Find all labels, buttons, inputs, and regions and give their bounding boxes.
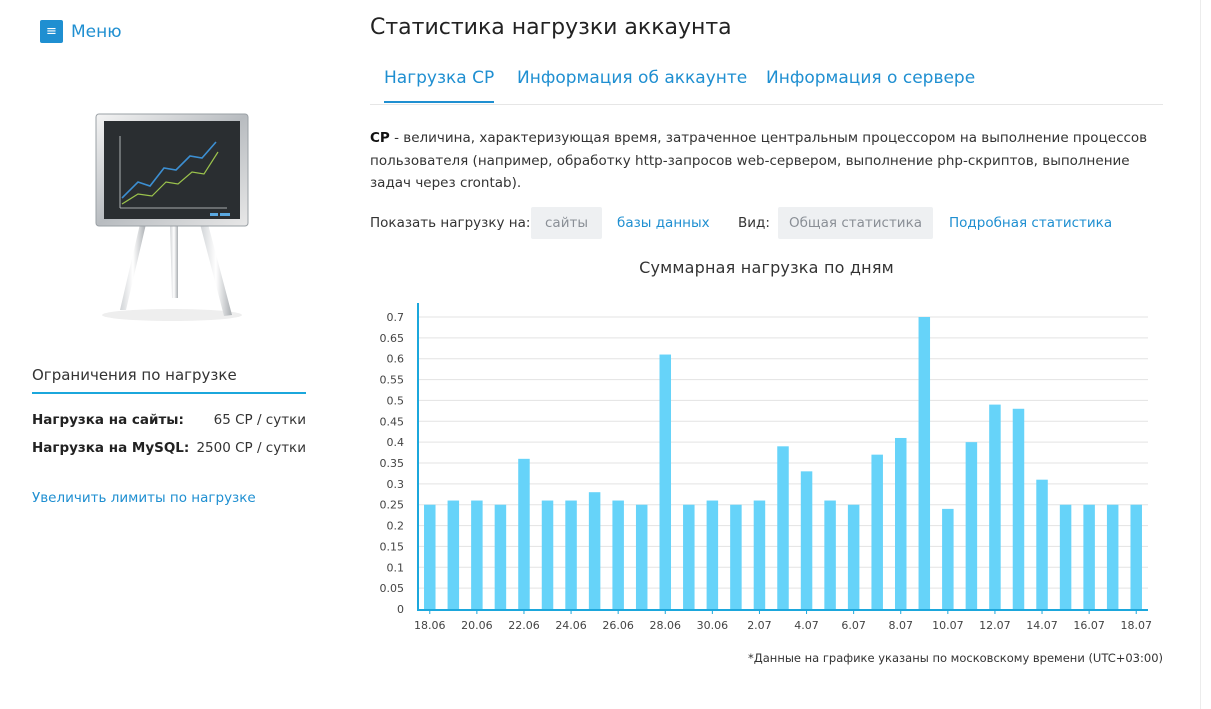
bar	[1012, 408, 1025, 609]
x-tick-label: 14.07	[1026, 619, 1058, 632]
view-general-button[interactable]: Общая статистика	[778, 207, 933, 239]
x-tick-label: 30.06	[697, 619, 729, 632]
view-label: Вид:	[738, 215, 770, 231]
y-tick-label: 0.05	[380, 582, 405, 595]
bar	[518, 458, 530, 609]
bar	[471, 500, 483, 609]
tab-cp-load[interactable]: Нагрузка CP	[384, 68, 495, 103]
y-tick-label: 0.55	[380, 374, 405, 387]
limit-label: Нагрузка на сайты:	[32, 412, 184, 428]
x-tick-label: 2.07	[747, 619, 772, 632]
bar	[541, 500, 554, 609]
bar	[424, 504, 436, 609]
limits-title: Ограничения по нагрузке	[32, 366, 306, 394]
x-tick-label: 28.06	[650, 619, 682, 632]
bar	[683, 504, 695, 609]
x-tick-label: 6.07	[841, 619, 866, 632]
bar	[824, 500, 836, 609]
bar	[659, 354, 672, 609]
daily-load-bar-chart: 0 0.05 0.1 0.15 0.2 0.25 0.3 0.35 0.4 0.45 0.5 0.55…	[380, 303, 1152, 632]
cp-description-text: - величина, характеризующая время, затра…	[370, 130, 1148, 191]
increase-limits-link[interactable]: Увеличить лимиты по нагрузке	[32, 490, 256, 506]
limit-row-mysql: Нагрузка на MySQL: 2500 CP / сутки	[32, 440, 306, 456]
bar	[447, 500, 460, 609]
page-title: Статистика нагрузки аккаунта	[370, 15, 732, 40]
bar	[989, 404, 1001, 609]
filter-sites-button[interactable]: сайты	[531, 207, 602, 239]
bar	[847, 504, 860, 609]
bar	[1036, 479, 1048, 609]
bar	[753, 500, 766, 609]
bar	[800, 471, 813, 609]
timezone-footnote: *Данные на графике указаны по московском…	[748, 651, 1163, 665]
x-tick-label: 22.06	[508, 619, 540, 632]
y-tick-label: 0.7	[387, 311, 405, 324]
y-tick-label: 0	[397, 603, 404, 616]
filter-databases-link[interactable]: базы данных	[617, 215, 710, 231]
bar	[894, 437, 907, 609]
bar	[1059, 504, 1072, 609]
bar	[1083, 504, 1095, 609]
bar	[777, 446, 789, 609]
cp-term: CP	[370, 130, 390, 146]
limit-label: Нагрузка на MySQL:	[32, 440, 190, 456]
x-tick-label: 4.07	[794, 619, 819, 632]
menu-label: Меню	[71, 21, 122, 42]
bar	[730, 504, 742, 609]
bar	[706, 500, 719, 609]
limit-row-sites: Нагрузка на сайты: 65 CP / сутки	[32, 412, 306, 428]
tab-account-info[interactable]: Информация об аккаунте	[517, 68, 748, 88]
bar	[1130, 504, 1142, 609]
x-tick-label: 12.07	[979, 619, 1011, 632]
bar	[871, 454, 883, 609]
hamburger-icon: ≡	[40, 20, 63, 43]
chart-title: Суммарная нагрузка по дням	[639, 258, 894, 277]
y-tick-label: 0.1	[387, 561, 405, 574]
x-tick-label: 18.06	[414, 619, 446, 632]
tab-bar: Нагрузка CP Информация об аккаунте Инфор…	[370, 60, 1163, 105]
x-tick-label: 26.06	[602, 619, 634, 632]
bar	[588, 492, 601, 609]
bar	[612, 500, 624, 609]
menu-button[interactable]: ≡ Меню	[40, 20, 122, 43]
y-tick-label: 0.25	[380, 499, 405, 512]
y-tick-label: 0.65	[380, 332, 405, 345]
view-detailed-link[interactable]: Подробная статистика	[949, 215, 1113, 231]
show-load-label: Показать нагрузку на:	[370, 215, 531, 231]
x-tick-label: 20.06	[461, 619, 493, 632]
cp-description: CP - величина, характеризующая время, за…	[370, 127, 1160, 195]
bar	[965, 442, 978, 609]
bar	[635, 504, 648, 609]
bar	[565, 500, 577, 609]
bar	[494, 504, 507, 609]
y-tick-label: 0.6	[387, 353, 405, 366]
limit-value: 65 CP / сутки	[213, 412, 306, 428]
y-tick-label: 0.15	[380, 540, 405, 553]
x-tick-label: 18.07	[1120, 619, 1152, 632]
limit-value: 2500 CP / сутки	[196, 440, 306, 456]
tab-server-info[interactable]: Информация о сервере	[766, 68, 976, 88]
y-tick-label: 0.35	[380, 457, 405, 470]
bar	[918, 317, 931, 609]
easel-chart-illustration	[95, 113, 249, 321]
y-tick-label: 0.3	[387, 478, 405, 491]
filter-row: Показать нагрузку на: сайты базы данных …	[370, 207, 1160, 239]
y-tick-label: 0.4	[387, 436, 405, 449]
bar	[1106, 504, 1119, 609]
x-tick-label: 8.07	[888, 619, 913, 632]
x-tick-label: 16.07	[1073, 619, 1105, 632]
x-tick-label: 10.07	[932, 619, 964, 632]
bar	[942, 508, 954, 609]
y-tick-label: 0.5	[387, 394, 405, 407]
x-tick-label: 24.06	[555, 619, 587, 632]
y-tick-label: 0.45	[380, 415, 405, 428]
page-border	[1200, 0, 1201, 709]
y-tick-label: 0.2	[387, 520, 405, 533]
